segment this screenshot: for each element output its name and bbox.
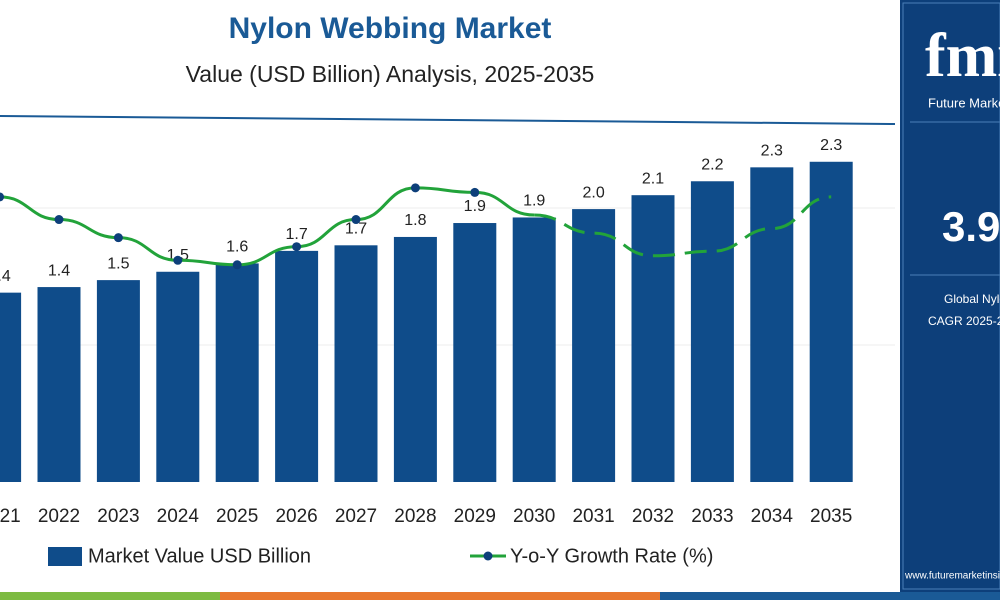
- data-label: 1.8: [404, 212, 426, 229]
- x-tick-label: 2026: [275, 506, 317, 527]
- side-panel: fmi Future Market Insights 3.9% Global N…: [900, 0, 1000, 592]
- bar: [334, 245, 378, 482]
- panel-border: [902, 2, 1000, 590]
- bar: [572, 209, 616, 482]
- x-tick-label: 2021: [0, 506, 21, 527]
- x-tick-label: 2023: [97, 506, 139, 527]
- data-label: 2.1: [642, 170, 664, 187]
- data-label: 1.6: [226, 239, 248, 256]
- growth-line: [0, 186, 535, 267]
- bar: [512, 217, 556, 482]
- bar: [453, 223, 497, 482]
- legend: Market Value USD Billion Y-o-Y Growth Rat…: [48, 545, 713, 567]
- bar: [690, 181, 734, 482]
- x-tick-label: 2032: [632, 506, 674, 527]
- footer-stripe: [660, 592, 1000, 600]
- x-tick-label: 2031: [572, 506, 614, 527]
- x-tick-label: 2035: [810, 506, 852, 527]
- x-tick-label: 2030: [513, 506, 555, 527]
- panel-caption: CAGR 2025-2035: [928, 314, 1000, 328]
- bar: [37, 287, 81, 482]
- panel-background: [900, 0, 1000, 592]
- x-tick-label: 2033: [691, 506, 733, 527]
- data-label: 1.9: [464, 198, 486, 215]
- data-label: 2.2: [701, 156, 723, 173]
- data-label: 1.4: [48, 262, 70, 279]
- panel-brand: Future Market Insights: [928, 95, 1000, 110]
- growth-marker: [410, 183, 420, 193]
- header-rule: [0, 115, 896, 125]
- bar: [96, 280, 140, 482]
- data-label: 1.7: [345, 221, 367, 238]
- x-tick-label: 2024: [157, 506, 200, 527]
- data-label: 1.4: [0, 268, 11, 285]
- growth-marker: [113, 233, 123, 243]
- growth-marker: [0, 192, 5, 202]
- data-label: 2.3: [820, 137, 842, 154]
- legend-swatch: [483, 551, 493, 561]
- data-label: 1.5: [107, 255, 129, 272]
- bar: [0, 292, 22, 482]
- growth-marker: [232, 260, 242, 270]
- plot-area: 1.41.41.51.51.61.71.71.81.91.92.02.12.22…: [0, 137, 853, 527]
- growth-marker: [173, 255, 183, 265]
- x-tick-label: 2025: [216, 506, 258, 527]
- data-label: 1.7: [285, 226, 307, 243]
- panel-logo: fmi: [925, 22, 1000, 90]
- panel-url: www.futuremarketinsights.com: [904, 571, 1000, 582]
- legend-label: Y-o-Y Growth Rate (%): [510, 545, 713, 567]
- growth-marker: [470, 187, 480, 197]
- growth-marker: [292, 242, 302, 252]
- bar: [393, 236, 437, 482]
- x-tick-label: 2029: [454, 506, 496, 527]
- data-label: 1.9: [523, 193, 545, 210]
- panel-caption: Global Nylon Webbing Market: [944, 292, 1000, 306]
- panel-cagr: 3.9%: [942, 203, 1000, 250]
- legend-swatch: [48, 547, 82, 566]
- footer-stripe: [0, 592, 220, 600]
- x-tick-label: 2022: [38, 506, 80, 527]
- growth-marker: [54, 215, 64, 225]
- data-label: 2.3: [761, 143, 783, 160]
- x-tick-label: 2034: [751, 506, 794, 527]
- growth-marker: [351, 215, 361, 225]
- footer-stripe: [220, 592, 660, 600]
- bar: [750, 167, 794, 483]
- bar: [215, 263, 259, 482]
- bar: [275, 250, 319, 482]
- x-tick-label: 2027: [335, 506, 377, 527]
- chart-subtitle: Value (USD Billion) Analysis, 2025-2035: [186, 61, 595, 87]
- bar: [631, 195, 675, 482]
- legend-label: Market Value USD Billion: [88, 545, 311, 567]
- bar: [156, 271, 200, 482]
- chart-title: Nylon Webbing Market: [229, 12, 552, 45]
- growth-line: [534, 195, 832, 258]
- x-tick-label: 2028: [394, 506, 436, 527]
- data-label: 2.0: [582, 184, 604, 201]
- bar: [809, 161, 853, 482]
